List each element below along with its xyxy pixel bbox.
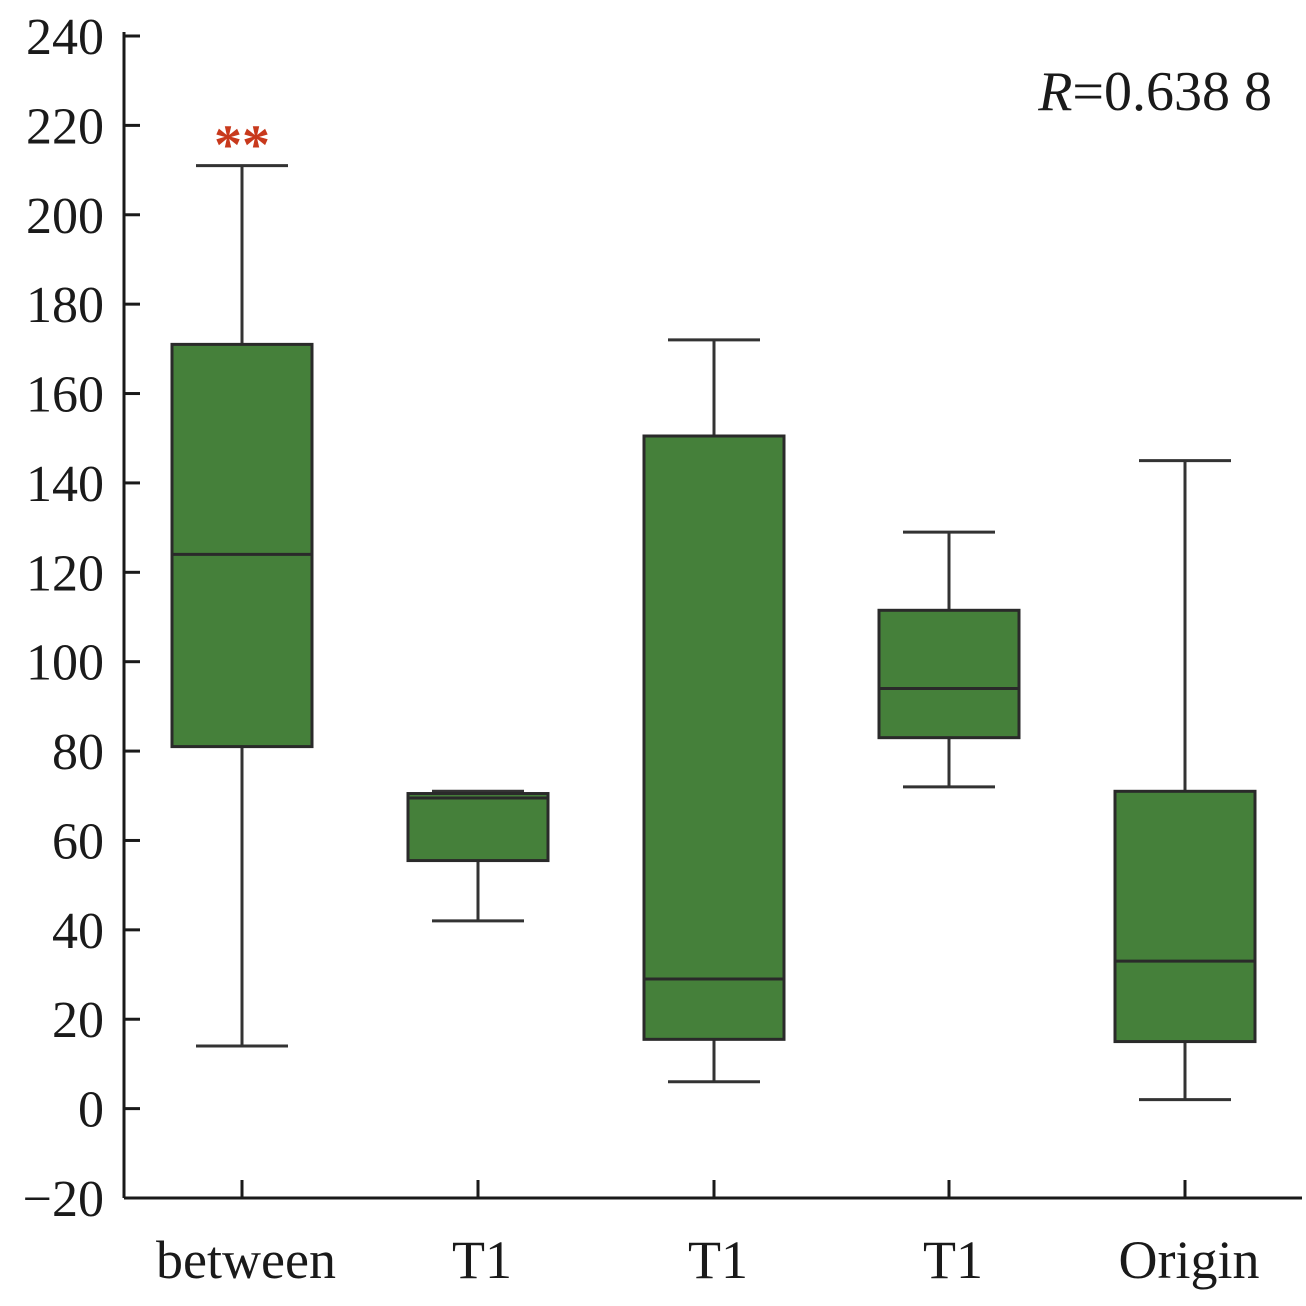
- box-group: **: [170, 115, 314, 1048]
- correlation-annotation: R=0.638 8: [1037, 61, 1272, 123]
- x-category-label: T1: [923, 1230, 983, 1290]
- y-tick-label: 220: [26, 98, 104, 155]
- x-category-label: Origin: [1119, 1230, 1260, 1290]
- y-tick-label: 200: [26, 188, 104, 245]
- y-tick-label: 20: [52, 992, 104, 1049]
- y-tick-label: 160: [26, 367, 104, 424]
- box-group: [406, 789, 550, 923]
- y-tick-label: 120: [26, 545, 104, 602]
- y-tick-label: 240: [26, 9, 104, 66]
- box-iqr: [1113, 789, 1257, 1044]
- box-iqr: [877, 608, 1021, 740]
- y-tick-label: 80: [52, 724, 104, 781]
- x-category-label: T1: [452, 1230, 512, 1290]
- y-tick-label: −20: [23, 1171, 104, 1228]
- correlation-variable: R: [1037, 61, 1072, 123]
- box-group: [642, 338, 786, 1084]
- y-tick-label: 100: [26, 635, 104, 692]
- box-iqr: [642, 434, 786, 1041]
- significance-marker: **: [214, 115, 270, 177]
- box-group: [877, 530, 1021, 789]
- y-tick-label: 60: [52, 813, 104, 870]
- y-tick-label: 40: [52, 903, 104, 960]
- box-iqr: [170, 342, 314, 749]
- y-tick-label: 140: [26, 456, 104, 513]
- x-category-label: between: [156, 1230, 336, 1290]
- correlation-value: =0.638 8: [1072, 61, 1272, 123]
- y-tick-label: 180: [26, 277, 104, 334]
- x-category-label: T1: [688, 1230, 748, 1290]
- box-group: [1113, 459, 1257, 1102]
- box-iqr: [406, 792, 550, 863]
- y-tick-label: 0: [78, 1082, 104, 1139]
